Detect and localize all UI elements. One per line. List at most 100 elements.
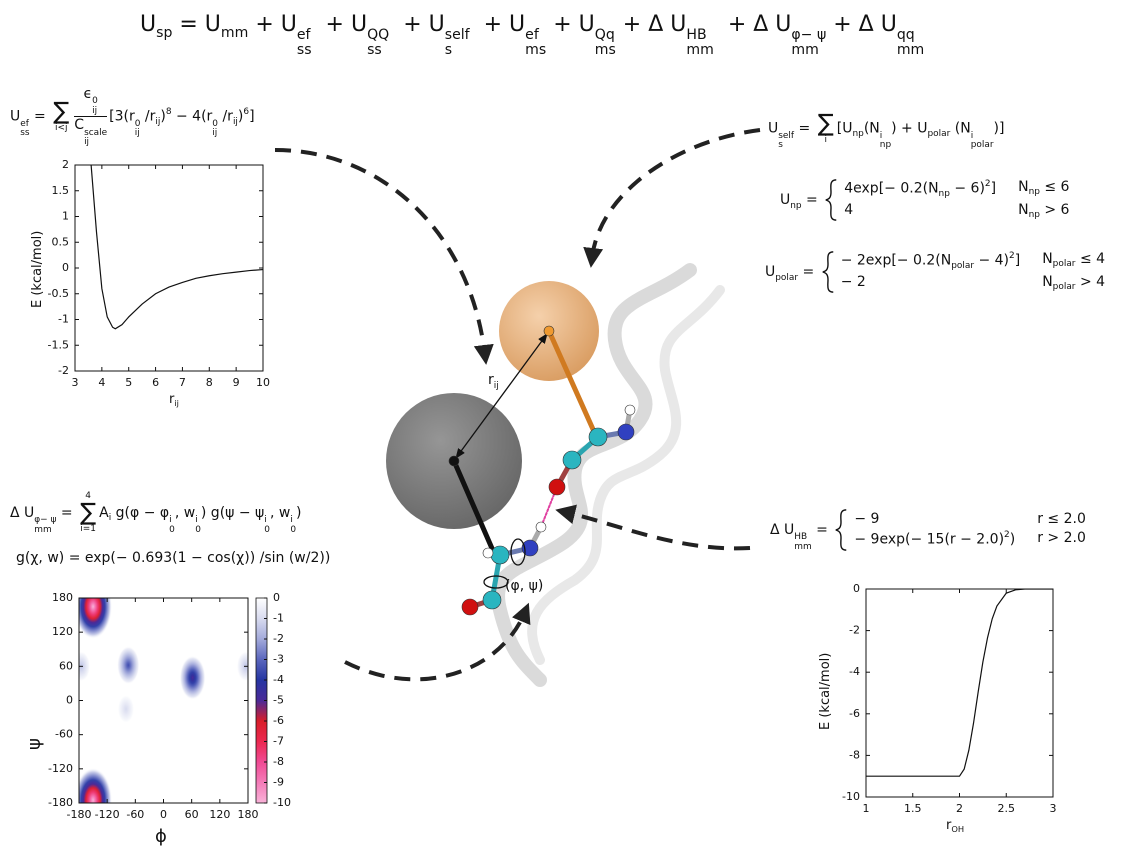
case-cell: − 9 bbox=[854, 511, 1015, 528]
formula-text: + U bbox=[546, 12, 595, 37]
formula-text: ≤ 6 bbox=[1040, 179, 1070, 195]
formula-text: N bbox=[1042, 274, 1052, 290]
formula-text: + U bbox=[389, 12, 445, 37]
formula-text: Δ U bbox=[10, 505, 34, 521]
formula-text: )] bbox=[994, 120, 1005, 136]
x-tick-label: 9 bbox=[233, 376, 240, 389]
x-tick-label: 4 bbox=[98, 376, 105, 389]
formula-text: [3(r bbox=[109, 109, 135, 125]
scripts: scaleij bbox=[84, 129, 107, 148]
case-cell: Nnp > 6 bbox=[1018, 202, 1069, 221]
sum-sign: ∑ bbox=[53, 100, 69, 124]
case-cell: − 2 bbox=[841, 274, 1020, 293]
y-tick-label: 0 bbox=[66, 694, 73, 707]
subscript: polar bbox=[775, 273, 798, 284]
formula-text: > 4 bbox=[1076, 274, 1106, 290]
y-tick-label: -6 bbox=[849, 707, 860, 720]
formula-text: N bbox=[1042, 251, 1052, 267]
y-tick-label: 0 bbox=[853, 582, 860, 595]
y-axis-label: E (kcal/mol) bbox=[30, 231, 46, 308]
sum-sign: ∑ bbox=[818, 112, 834, 136]
subscript: mm bbox=[791, 43, 826, 58]
superscript: ef bbox=[525, 28, 546, 43]
superscript: ef bbox=[297, 28, 312, 43]
subscript: np bbox=[880, 141, 891, 150]
formula-text: ϵ bbox=[84, 86, 93, 102]
summation: ∑i bbox=[818, 112, 834, 145]
subscript: s bbox=[445, 43, 470, 58]
formula-text: 4 bbox=[844, 202, 853, 218]
formula-text: − 2 bbox=[841, 274, 866, 290]
figure: 345678910-2-1.5-1-0.500.511.520-1-2-3-4-… bbox=[0, 0, 1136, 858]
y-tick-label: 1.5 bbox=[52, 184, 70, 197]
y-tick-label: 60 bbox=[59, 659, 73, 672]
formula-text: U bbox=[765, 264, 775, 280]
brace bbox=[821, 250, 835, 294]
formula-text: E (kcal/mol) bbox=[30, 231, 45, 308]
subscript: 0 bbox=[169, 526, 175, 535]
formula-ss_ef: Uefss = ∑i<jϵ0ijCscaleij[3(r0ij /rij)8 −… bbox=[10, 86, 255, 147]
subscript: ij bbox=[135, 129, 141, 138]
formula-text: U bbox=[780, 192, 790, 208]
subscript: np bbox=[790, 201, 801, 212]
fraction: ϵ0ij Cscaleij bbox=[74, 86, 107, 147]
formula-text: A bbox=[99, 505, 109, 521]
subscript: ij bbox=[84, 138, 107, 147]
subscript: np bbox=[1029, 187, 1040, 198]
heat-peak bbox=[74, 768, 112, 833]
y-tick-label: 1 bbox=[62, 210, 69, 223]
subscript: ij bbox=[494, 381, 499, 392]
formula-text: ) bbox=[1010, 532, 1015, 548]
colorbar-tick-label: -6 bbox=[273, 714, 284, 727]
formula-text: + Δ U bbox=[826, 12, 897, 37]
case-cell: − 9exp(− 15(r − 2.0)2) bbox=[854, 530, 1015, 549]
x-tick-label: -60 bbox=[126, 808, 144, 821]
formula-text: 4exp[− 0.2(N bbox=[844, 181, 938, 197]
formula-text: ≤ 4 bbox=[1076, 251, 1106, 267]
formula-text: + Δ U bbox=[616, 12, 687, 37]
formula-text: [U bbox=[837, 120, 853, 136]
plot-area bbox=[75, 165, 263, 371]
case-cell: 4 bbox=[844, 202, 996, 221]
formula-text: Δ U bbox=[770, 522, 794, 538]
subscript: ij bbox=[212, 129, 218, 138]
formula-text: C bbox=[74, 117, 84, 133]
scripts: selfs bbox=[445, 28, 470, 58]
superscript: HB bbox=[686, 28, 713, 43]
formula-text: + U bbox=[248, 12, 297, 37]
formula-rij: rij bbox=[488, 372, 499, 391]
subscript: 0 bbox=[195, 526, 201, 535]
formula-text: = bbox=[794, 120, 815, 136]
case-cell: Npolar > 4 bbox=[1042, 274, 1105, 293]
formula-text: = bbox=[812, 522, 833, 538]
formula-text: > 6 bbox=[1040, 202, 1070, 218]
subscript: s bbox=[778, 141, 794, 150]
x-axis-label: rOH bbox=[946, 818, 964, 835]
formula-text: ϕ bbox=[155, 826, 167, 847]
formula-text: = U bbox=[172, 12, 221, 37]
subscript: polar bbox=[1053, 282, 1076, 293]
x-tick-label: 2 bbox=[956, 802, 963, 815]
x-tick-label: 3 bbox=[1050, 802, 1057, 815]
case-cell: − 2exp[− 0.2(Npolar − 4)2] bbox=[841, 251, 1020, 272]
formula-text: N bbox=[1018, 202, 1028, 218]
case-cell: r ≤ 2.0 bbox=[1037, 511, 1086, 528]
formula-text: − 9exp(− 15(r − 2.0) bbox=[854, 532, 1004, 548]
formula-text: , w bbox=[175, 505, 195, 521]
formula-text: g(φ − φ bbox=[111, 505, 169, 521]
formula-text: r ≤ 2.0 bbox=[1037, 511, 1086, 527]
y-tick-label: 120 bbox=[52, 625, 73, 638]
formula-torsion: (φ, ψ) bbox=[505, 578, 543, 595]
x-tick-label: 2.5 bbox=[998, 802, 1016, 815]
superscript: qq bbox=[897, 28, 924, 43]
subscript: ss bbox=[367, 43, 389, 58]
